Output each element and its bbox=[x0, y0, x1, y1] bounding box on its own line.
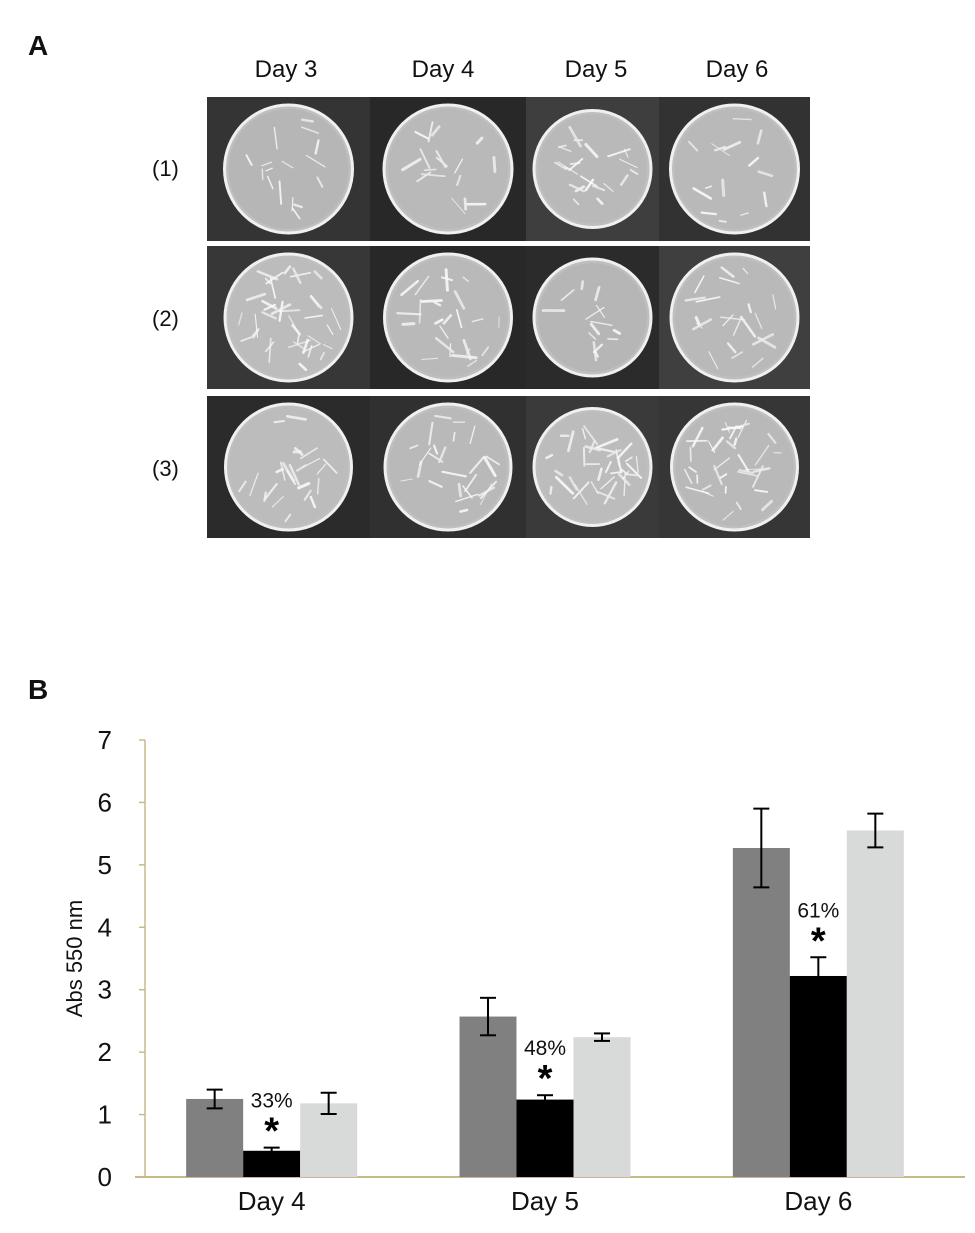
percent-label: 48% bbox=[524, 1037, 566, 1060]
bar bbox=[516, 1099, 574, 1177]
bar bbox=[186, 1098, 244, 1177]
y-tick-label: 4 bbox=[98, 912, 112, 942]
y-tick-label: 6 bbox=[98, 787, 112, 817]
panel-b-label: B bbox=[28, 674, 49, 705]
significance-asterisk: * bbox=[264, 1111, 279, 1153]
column-header-day3: Day 3 bbox=[254, 56, 318, 83]
y-tick-label: 5 bbox=[98, 850, 112, 880]
chart-bars bbox=[186, 830, 904, 1177]
bar bbox=[573, 1037, 631, 1177]
bar bbox=[846, 830, 904, 1177]
column-header-day6: Day 6 bbox=[705, 56, 769, 83]
bar bbox=[243, 1150, 301, 1177]
bar bbox=[789, 975, 847, 1177]
percent-label: 61% bbox=[797, 899, 839, 922]
x-tick-label: Day 6 bbox=[784, 1186, 852, 1216]
y-tick-label: 2 bbox=[98, 1037, 112, 1067]
petri-dish-photo bbox=[207, 246, 370, 389]
row-label-2: (2) bbox=[152, 306, 179, 331]
petri-dish-photo bbox=[370, 97, 526, 241]
petri-dish-photo bbox=[659, 396, 810, 538]
significance-asterisk: * bbox=[811, 920, 826, 962]
bar bbox=[300, 1103, 358, 1177]
panel-a-label: A bbox=[28, 30, 49, 61]
column-header-day5: Day 5 bbox=[564, 56, 628, 83]
significance-asterisk: * bbox=[538, 1058, 553, 1100]
petri-dish-photo bbox=[370, 246, 526, 389]
y-tick-label: 1 bbox=[98, 1100, 112, 1130]
chart-annotations: *33%*48%*61% bbox=[251, 899, 840, 1152]
petri-dish-photo bbox=[659, 97, 810, 241]
petri-dish-photo bbox=[207, 97, 370, 241]
petri-dish-photo bbox=[370, 396, 526, 538]
x-tick-label: Day 5 bbox=[511, 1186, 579, 1216]
x-tick-label: Day 4 bbox=[238, 1186, 306, 1216]
percent-label: 33% bbox=[251, 1090, 293, 1113]
chart-error-bars bbox=[206, 807, 884, 1155]
petri-dish-photo bbox=[207, 396, 370, 538]
y-tick-label: 0 bbox=[98, 1162, 112, 1192]
petri-dish-photo bbox=[526, 97, 659, 241]
y-axis-title: Abs 550 nm bbox=[62, 900, 87, 1017]
y-tick-label: 7 bbox=[98, 725, 112, 755]
chart-labels: 0 1 2 3 4 5 6 7 Abs 550 nm Day 4 Day 5 Day 6 bbox=[62, 725, 852, 1216]
petri-dish-photo bbox=[526, 396, 659, 538]
petri-dish-photo bbox=[526, 246, 659, 389]
row-label-1: (1) bbox=[152, 156, 179, 181]
row-label-3: (3) bbox=[152, 456, 179, 481]
column-header-day4: Day 4 bbox=[411, 56, 475, 83]
petri-dish-photo bbox=[659, 246, 810, 389]
y-tick-label: 3 bbox=[98, 975, 112, 1005]
bar bbox=[732, 848, 790, 1177]
bar bbox=[459, 1016, 517, 1177]
